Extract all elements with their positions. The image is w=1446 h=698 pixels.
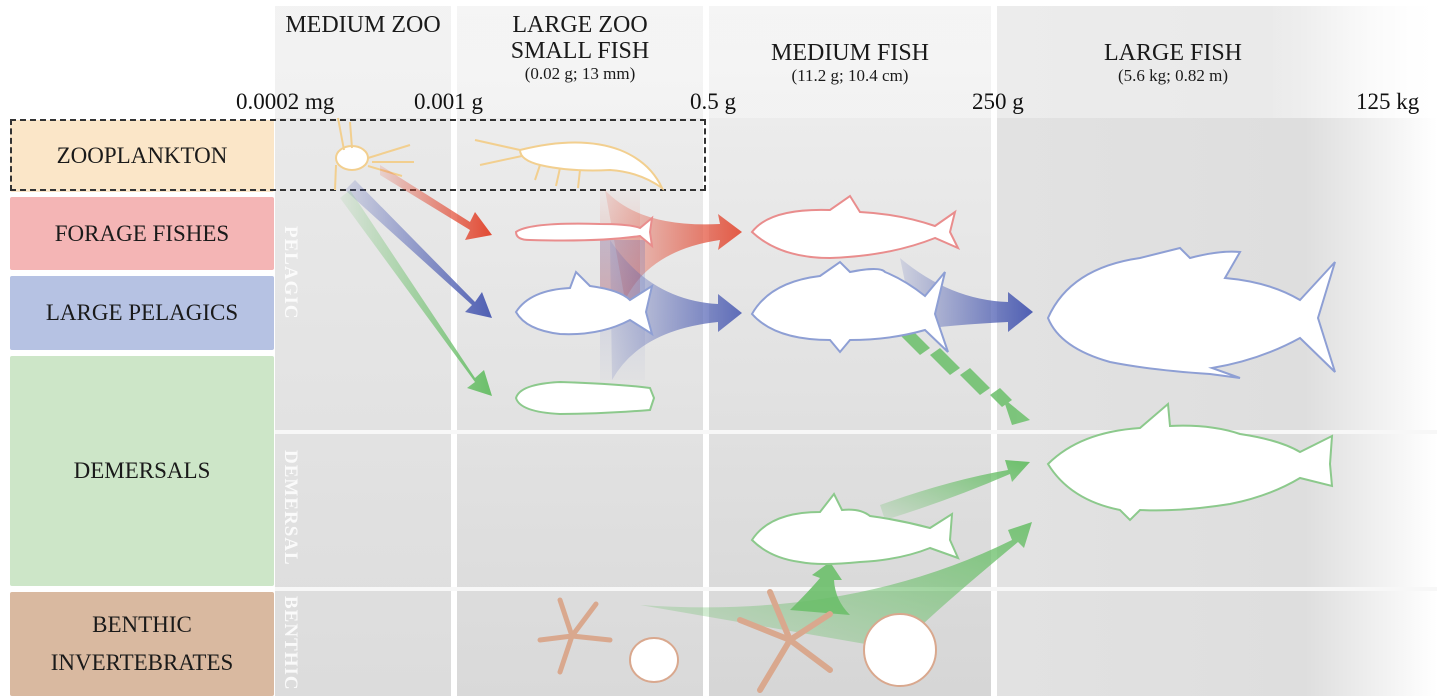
medium-forage-fish-icon xyxy=(750,194,961,260)
column-title-2: SMALL FISH xyxy=(510,38,650,64)
column-subtitle: (5.6 kg; 0.82 m) xyxy=(1117,66,1229,85)
group-label-text: BENTHIC xyxy=(92,612,192,637)
arrow-benthic-to-medium-demersal xyxy=(790,562,850,615)
size-label-2: 0.5 g xyxy=(690,89,736,114)
small-forage-fish-icon xyxy=(514,215,654,249)
column-header-large-fish: LARGE FISH (5.6 kg; 0.82 m) xyxy=(997,6,1349,118)
large-tuna-icon xyxy=(1046,246,1336,379)
small-demersal-fish-icon xyxy=(514,380,656,416)
group-label-text: DEMERSALS xyxy=(73,458,211,483)
arrow-zoo-to-pelagic xyxy=(345,180,492,318)
large-brittle-star-icon xyxy=(737,589,833,693)
group-zooplankton: ZOOPLANKTON xyxy=(10,120,274,192)
divider-pelagic-demersal xyxy=(275,430,1437,434)
column-header-large-zoo: LARGE ZOO SMALL FISH (0.02 g; 13 mm) xyxy=(457,6,703,118)
size-label-3: 250 g xyxy=(972,89,1024,114)
column-title: MEDIUM FISH xyxy=(770,40,929,66)
column-title: LARGE FISH xyxy=(1103,40,1242,66)
column-subtitle: (11.2 g; 10.4 cm) xyxy=(791,66,909,85)
large-bivalve-icon xyxy=(863,613,937,687)
column-subtitle: (0.02 g; 13 mm) xyxy=(524,64,636,83)
group-label-text: ZOOPLANKTON xyxy=(56,143,228,168)
copepod-icon xyxy=(334,117,414,191)
arrow-zoo-to-forage xyxy=(380,165,492,240)
column-title: MEDIUM ZOO xyxy=(285,12,441,38)
habitat-benthic: BENTHIC xyxy=(280,596,301,691)
arrow-medium-to-large-demersal xyxy=(880,460,1030,520)
habitat-pelagic: PELAGIC xyxy=(280,226,301,320)
group-forage-fishes: FORAGE FISHES xyxy=(10,197,274,270)
arrow-zoo-to-demersal xyxy=(340,190,492,396)
column-header-medium-zoo: MEDIUM ZOO xyxy=(275,6,451,118)
group-benthic-invertebrates: BENTHIC INVERTEBRATES xyxy=(10,592,274,696)
small-pelagic-fish-icon xyxy=(514,270,654,337)
medium-tuna-icon xyxy=(750,260,949,354)
habitat-demersal: DEMERSAL xyxy=(280,450,301,566)
column-title: LARGE ZOO xyxy=(512,12,648,38)
column-header-medium-fish: MEDIUM FISH (11.2 g; 10.4 cm) xyxy=(709,6,991,118)
group-label-text: LARGE PELAGICS xyxy=(45,300,239,325)
divider-demersal-benthic xyxy=(275,587,1437,591)
group-label-text: FORAGE FISHES xyxy=(54,220,230,246)
size-label-1: 0.001 g xyxy=(414,89,483,114)
group-large-pelagics: LARGE PELAGICS xyxy=(10,276,274,350)
size-label-0: 0.0002 mg xyxy=(236,89,335,114)
arrow-pelagic-to-large-demersal-dashed xyxy=(900,328,1030,425)
small-bivalve-icon xyxy=(629,637,679,683)
size-label-4: 125 kg xyxy=(1356,89,1420,114)
group-demersals: DEMERSALS xyxy=(10,356,274,586)
panel-medium-zoo xyxy=(275,6,451,696)
krill-icon xyxy=(474,139,665,192)
medium-cod-icon xyxy=(750,492,960,565)
small-brittle-star-icon xyxy=(537,597,613,675)
panel-large-zoo xyxy=(457,6,703,696)
group-label-text-2: INVERTEBRATES xyxy=(50,650,234,675)
large-cod-icon xyxy=(1046,401,1334,522)
header-band xyxy=(275,6,1437,118)
